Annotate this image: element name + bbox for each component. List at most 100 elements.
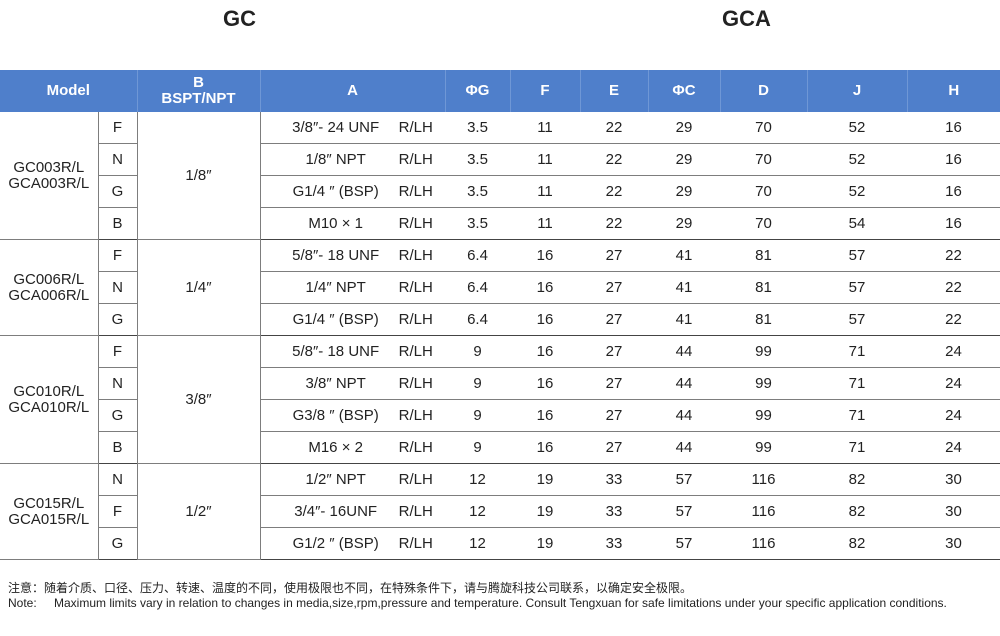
header-g: ΦG: [444, 70, 510, 112]
value-e: 22: [580, 112, 648, 144]
value-h: 22: [907, 303, 1000, 336]
value-d: 99: [720, 399, 807, 432]
value-g: 3.5: [445, 112, 510, 144]
value-j: 71: [807, 399, 907, 432]
value-h: 16: [907, 207, 1000, 240]
thread-cell: 5/8″- 18 UNF R/LH: [260, 335, 445, 368]
spec-body: GC003R/L GCA003R/L F 1/8″ 3/8″- 24 UNF R/LH 3.…: [0, 112, 1000, 560]
model-gca: GCA015R/L: [8, 510, 90, 528]
thread-name: 1/4″ NPT: [305, 279, 366, 296]
value-g: 12: [445, 495, 510, 528]
header-row: Model B BSPT/NPT A ΦG F E ΦC D J H: [0, 70, 1000, 112]
thread-name: 5/8″- 18 UNF: [292, 247, 380, 264]
value-h: 22: [907, 271, 1000, 304]
type-code-cell: G: [98, 175, 138, 208]
value-f: 19: [510, 527, 580, 560]
value-c: 44: [648, 367, 720, 400]
value-e: 27: [580, 335, 648, 368]
value-c: 29: [648, 143, 720, 176]
value-c: 44: [648, 335, 720, 368]
value-f: 19: [510, 495, 580, 528]
header-b-line1: B: [193, 74, 204, 91]
model-cell: GC006R/L GCA006R/L: [0, 239, 99, 336]
model-gc: GC015R/L: [13, 494, 85, 512]
value-f: 11: [510, 207, 580, 240]
type-code-cell: F: [98, 239, 138, 272]
type-code-cell: G: [98, 303, 138, 336]
type-code-cell: N: [98, 143, 138, 176]
value-e: 33: [580, 527, 648, 560]
thread-cell: 1/4″ NPT R/LH: [260, 271, 445, 304]
value-g: 9: [445, 367, 510, 400]
value-f: 11: [510, 175, 580, 208]
value-f: 16: [510, 367, 580, 400]
value-d: 70: [720, 175, 807, 208]
thread-hand: R/LH: [398, 439, 433, 456]
thread-hand: R/LH: [398, 311, 433, 328]
value-c: 41: [648, 271, 720, 304]
table-row: G G1/4 ″ (BSP) R/LH 6.4 16 27 41 81 57 22: [0, 303, 1000, 336]
value-e: 27: [580, 239, 648, 272]
thread-name: 5/8″- 18 UNF: [292, 343, 380, 360]
value-h: 30: [907, 527, 1000, 560]
thread-hand: R/LH: [398, 279, 433, 296]
value-h: 30: [907, 495, 1000, 528]
thread-name: M10 × 1: [308, 215, 363, 232]
thread-hand: R/LH: [398, 247, 433, 264]
model-gca: GCA010R/L: [8, 398, 90, 416]
value-j: 52: [807, 112, 907, 144]
value-j: 57: [807, 271, 907, 304]
spec-table: Model B BSPT/NPT A ΦG F E ΦC D J H GC003R…: [0, 70, 1000, 560]
value-j: 71: [807, 335, 907, 368]
thread-name: 3/4″- 16UNF: [294, 503, 378, 520]
value-d: 116: [720, 527, 807, 560]
b-size-cell: 3/8″: [137, 335, 261, 464]
thread-name: 1/8″ NPT: [305, 151, 366, 168]
table-row: GC015R/L GCA015R/L N 1/2″ 1/2″ NPT R/LH 12 19 33…: [0, 463, 1000, 560]
value-j: 54: [807, 207, 907, 240]
table-row: G G3/8 ″ (BSP) R/LH 9 16 27 44 99 71 24: [0, 399, 1000, 432]
thread-hand: R/LH: [398, 535, 433, 552]
thread-cell: M10 × 1 R/LH: [260, 207, 445, 240]
value-d: 116: [720, 495, 807, 528]
thread-hand: R/LH: [398, 407, 433, 424]
value-e: 22: [580, 207, 648, 240]
note-cn-text: 随着介质、口径、压力、转速、温度的不同，使用极限也不同，在特殊条件下，请与腾旋科…: [44, 581, 693, 595]
thread-hand: R/LH: [398, 183, 433, 200]
thread-cell: 5/8″- 18 UNF R/LH: [260, 239, 445, 272]
value-h: 24: [907, 367, 1000, 400]
value-c: 29: [648, 175, 720, 208]
thread-name: G1/4 ″ (BSP): [292, 183, 379, 200]
thread-hand: R/LH: [398, 151, 433, 168]
value-j: 82: [807, 463, 907, 496]
note-en: Note: Maximum limits vary in relation to …: [8, 596, 947, 611]
type-code-cell: F: [98, 112, 138, 144]
header-d: D: [719, 70, 807, 112]
value-h: 16: [907, 175, 1000, 208]
value-g: 12: [445, 527, 510, 560]
value-d: 99: [720, 431, 807, 464]
model-cell: GC010R/L GCA010R/L: [0, 335, 99, 464]
thread-hand: R/LH: [398, 375, 433, 392]
table-row: B M16 × 2 R/LH 9 16 27 44 99 71 24: [0, 431, 1000, 464]
model-gca: GCA003R/L: [8, 174, 90, 192]
type-code-cell: N: [98, 367, 138, 400]
thread-cell: G1/2 ″ (BSP) R/LH: [260, 527, 445, 560]
value-g: 12: [445, 463, 510, 496]
value-h: 22: [907, 239, 1000, 272]
header-e: E: [579, 70, 648, 112]
value-c: 57: [648, 527, 720, 560]
note-en-text: Maximum limits vary in relation to chang…: [54, 596, 947, 610]
note-cn-label: 注意：: [8, 581, 45, 595]
model-gc: GC006R/L: [13, 270, 85, 288]
type-code-cell: G: [98, 527, 138, 560]
thread-name: 3/8″ NPT: [305, 375, 366, 392]
value-c: 29: [648, 112, 720, 144]
value-c: 57: [648, 463, 720, 496]
table-row: GC010R/L GCA010R/L F 3/8″ 5/8″- 18 UNF R/LH 9 1…: [0, 335, 1000, 464]
value-h: 16: [907, 112, 1000, 144]
value-j: 57: [807, 303, 907, 336]
thread-name: G3/8 ″ (BSP): [292, 407, 379, 424]
type-code-cell: N: [98, 271, 138, 304]
thread-hand: R/LH: [398, 503, 433, 520]
